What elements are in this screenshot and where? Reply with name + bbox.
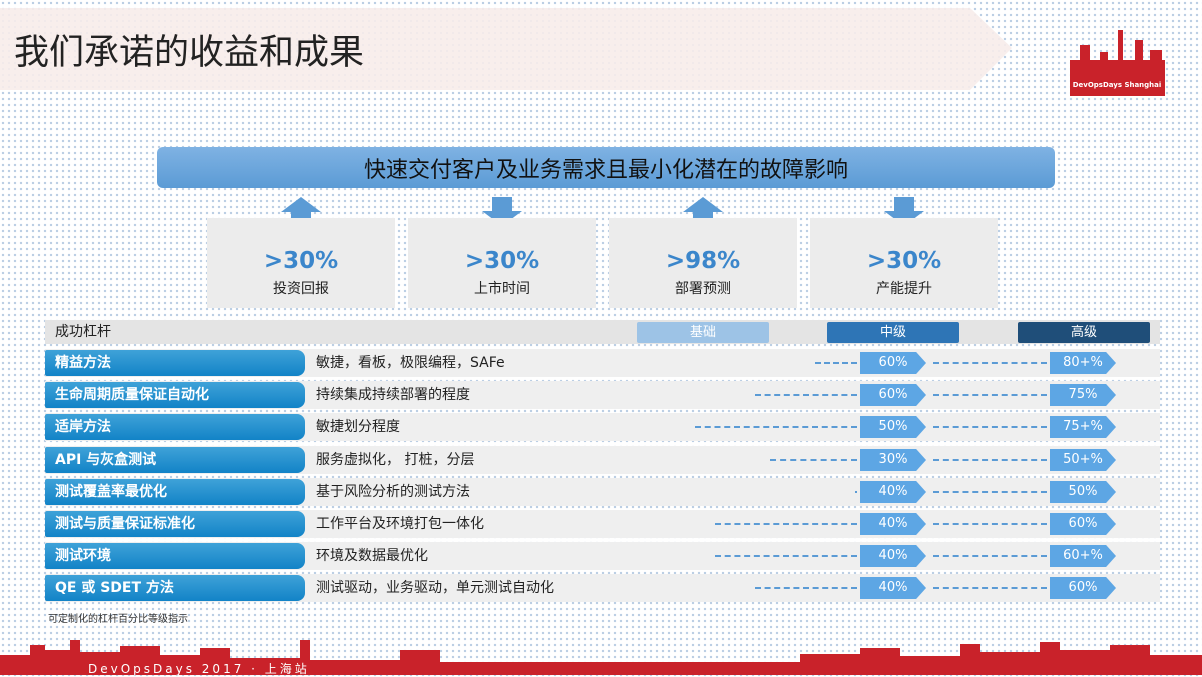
high-level: 50%	[1050, 481, 1116, 503]
goal-bar: 快速交付客户及业务需求且最小化潜在的故障影响	[157, 147, 1055, 188]
dash-line	[855, 491, 857, 493]
lever-name: 测试覆盖率最优化	[45, 479, 305, 505]
high-level: 50+%	[1050, 449, 1116, 471]
high-level: 75%	[1050, 384, 1116, 406]
metric-value: >30%	[263, 248, 339, 274]
dash-line	[933, 394, 1047, 396]
mid-level: 60%	[860, 384, 926, 406]
mid-level: 40%	[860, 577, 926, 599]
metric-label: 投资回报	[273, 281, 329, 297]
table-row: 生命周期质量保证自动化 持续集成持续部署的程度 60% 75%	[45, 381, 1160, 409]
mid-level: 60%	[860, 352, 926, 374]
lever-name: 测试环境	[45, 543, 305, 569]
lever-name: 精益方法	[45, 350, 305, 376]
metric-card: >30% 产能提升	[810, 218, 998, 308]
table-header: 成功杠杆	[45, 320, 1160, 344]
dash-line	[933, 362, 1047, 364]
dash-line	[933, 491, 1047, 493]
dash-line	[715, 523, 857, 525]
mid-level: 40%	[860, 513, 926, 535]
table-row: QE 或 SDET 方法 测试驱动，业务驱动，单元测试自动化 40% 60%	[45, 574, 1160, 602]
table-row: 精益方法 敏捷，看板，极限编程，SAFe 60% 80+%	[45, 349, 1160, 377]
lever-description: 环境及数据最优化	[316, 548, 428, 564]
lever-description: 基于风险分析的测试方法	[316, 484, 470, 500]
table-row: 测试覆盖率最优化 基于风险分析的测试方法 40% 50%	[45, 478, 1160, 506]
lever-name: 适岸方法	[45, 414, 305, 440]
dash-line	[933, 459, 1047, 461]
dash-line	[695, 426, 857, 428]
lever-description: 测试驱动，业务驱动，单元测试自动化	[316, 580, 554, 596]
lever-name: 生命周期质量保证自动化	[45, 382, 305, 408]
dash-line	[933, 555, 1047, 557]
header-band	[0, 8, 1012, 90]
dash-line	[715, 555, 857, 557]
footnote: 可定制化的杠杆百分比等级指示	[48, 614, 188, 625]
high-level: 60+%	[1050, 545, 1116, 567]
metric-card: >30% 上市时间	[408, 218, 596, 308]
table-row: 适岸方法 敏捷划分程度 50% 75+%	[45, 413, 1160, 441]
dash-line	[933, 523, 1047, 525]
dash-line	[933, 587, 1047, 589]
dash-line	[815, 362, 857, 364]
lever-description: 工作平台及环境打包一体化	[316, 516, 484, 532]
lever-description: 服务虚拟化， 打桩，分层	[316, 452, 475, 468]
table-row: API 与灰盒测试 服务虚拟化， 打桩，分层 30% 50+%	[45, 446, 1160, 474]
mid-level: 40%	[860, 545, 926, 567]
skyline	[0, 640, 1202, 675]
lever-description: 敏捷，看板，极限编程，SAFe	[316, 355, 505, 371]
metric-card: >98% 部署预测	[609, 218, 797, 308]
lever-name: API 与灰盒测试	[45, 447, 305, 473]
high-level: 75+%	[1050, 416, 1116, 438]
metric-value: >30%	[866, 248, 942, 274]
metric-value: >98%	[665, 248, 741, 274]
mid-level: 30%	[860, 449, 926, 471]
metric-label: 产能提升	[876, 281, 932, 297]
level-chip: 基础	[637, 322, 769, 343]
logo-text: DevOpsDays Shanghai	[1073, 81, 1162, 89]
level-chip: 中级	[827, 322, 959, 343]
lever-description: 持续集成持续部署的程度	[316, 387, 470, 403]
table-row: 测试环境 环境及数据最优化 40% 60+%	[45, 542, 1160, 570]
high-level: 60%	[1050, 577, 1116, 599]
title: 我们承诺的收益和成果	[14, 33, 365, 73]
high-level: 80+%	[1050, 352, 1116, 374]
lever-description: 敏捷划分程度	[316, 419, 400, 435]
table-row: 测试与质量保证标准化 工作平台及环境打包一体化 40% 60%	[45, 510, 1160, 538]
dash-line	[755, 394, 857, 396]
dash-line	[933, 426, 1047, 428]
dash-line	[755, 587, 857, 589]
lever-name: 测试与质量保证标准化	[45, 511, 305, 537]
metric-label: 部署预测	[675, 281, 731, 297]
lever-name: QE 或 SDET 方法	[45, 575, 305, 601]
footer: DevOpsDays 2017 · 上海站	[88, 662, 310, 676]
metric-value: >30%	[464, 248, 540, 274]
logo	[1070, 30, 1165, 96]
high-level: 60%	[1050, 513, 1116, 535]
mid-level: 50%	[860, 416, 926, 438]
level-chip: 高级	[1018, 322, 1150, 343]
metric-card: >30% 投资回报	[207, 218, 395, 308]
dash-line	[770, 459, 857, 461]
mid-level: 40%	[860, 481, 926, 503]
metric-label: 上市时间	[474, 281, 530, 297]
